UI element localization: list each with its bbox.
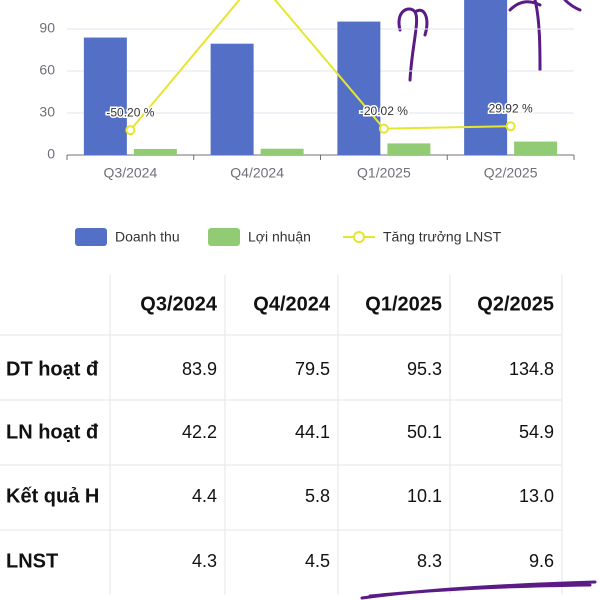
bar (514, 141, 558, 155)
line (129, 0, 511, 131)
table-cell: 8.3 (417, 551, 442, 571)
bar (210, 43, 254, 156)
table-header: Q3/2024 (140, 293, 218, 315)
table-cell: 44.1 (295, 422, 330, 442)
table-header: Q1/2025 (365, 293, 442, 315)
row-label: Kết quả H (6, 485, 99, 507)
table-cell: 83.9 (182, 359, 217, 379)
handwriting (360, 0, 597, 600)
table-header: Q4/2024 (253, 293, 331, 315)
table-cell: 4.4 (192, 486, 217, 506)
table-cell: 10.1 (407, 486, 442, 506)
bar (337, 21, 381, 155)
row-label: DT hoạt đ (6, 358, 99, 380)
bar (133, 148, 177, 155)
legend-swatch (75, 228, 107, 246)
line-marker (125, 125, 136, 136)
bar (387, 143, 431, 155)
x-tick-label: Q1/2025 (357, 165, 411, 181)
y-tick-label: 90 (39, 20, 55, 36)
legend-label: Doanh thu (115, 229, 180, 245)
row-label: LNST (6, 550, 58, 572)
y-tick-label: 0 (47, 146, 55, 162)
y-tick-label: 30 (39, 104, 55, 120)
table-cell: 50.1 (407, 422, 442, 442)
table-cell: 4.3 (192, 551, 217, 571)
table-cell: 42.2 (182, 422, 217, 442)
data-label: -50.20 % (106, 105, 154, 119)
table-cell: 79.5 (295, 359, 330, 379)
line-marker (505, 121, 516, 132)
y-tick-label: 60 (39, 62, 55, 78)
bar (83, 37, 127, 155)
bar (464, 0, 508, 155)
table-header: Q2/2025 (477, 293, 554, 315)
table-frame (0, 275, 563, 595)
x-tick-label: Q4/2024 (230, 165, 284, 181)
data-label: 29.92 % (489, 101, 533, 115)
data-label: -20.02 % (360, 104, 408, 118)
table-cell: 5.8 (305, 486, 330, 506)
table-cell: 9.6 (529, 551, 554, 571)
table-cell: 4.5 (305, 551, 330, 571)
legend-swatch (353, 231, 365, 243)
table-cell: 13.0 (519, 486, 554, 506)
row-label: LN hoạt đ (6, 421, 99, 443)
line-marker (378, 123, 389, 134)
x-tick-label: Q3/2024 (104, 165, 158, 181)
legend-label: Tăng trưởng LNST (383, 229, 502, 245)
table-cell: 134.8 (509, 359, 554, 379)
x-tick-label: Q2/2025 (484, 165, 538, 181)
legend-swatch (208, 228, 240, 246)
legend-label: Lợi nhuận (248, 229, 311, 245)
bar (260, 148, 304, 155)
table-cell: 95.3 (407, 359, 442, 379)
table-cell: 54.9 (519, 422, 554, 442)
